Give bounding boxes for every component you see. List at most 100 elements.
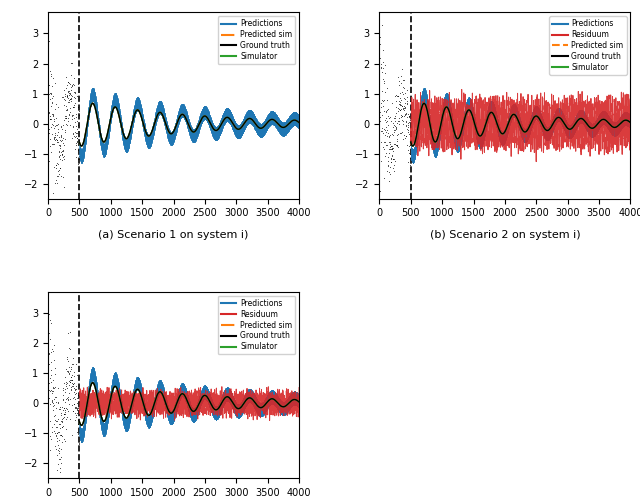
Point <box>45 348 56 356</box>
Point <box>72 394 82 402</box>
Point <box>402 124 412 132</box>
Point <box>69 101 79 109</box>
Point <box>56 132 66 140</box>
Point <box>392 92 403 100</box>
Point <box>53 125 63 133</box>
Point <box>65 376 76 384</box>
Point <box>383 132 394 140</box>
Point <box>397 135 408 143</box>
Point <box>62 93 72 101</box>
Point <box>52 136 62 144</box>
Point <box>68 373 79 380</box>
Point <box>381 108 391 116</box>
Point <box>388 155 398 163</box>
Point <box>380 61 390 69</box>
Point <box>66 373 76 381</box>
Point <box>54 146 64 154</box>
Point <box>51 159 61 167</box>
Point <box>402 141 412 149</box>
Point <box>393 104 403 112</box>
Point <box>44 109 54 117</box>
Point <box>57 136 67 144</box>
Point <box>67 115 77 123</box>
Point <box>72 406 83 414</box>
Point <box>65 378 76 386</box>
Point <box>398 90 408 98</box>
Point <box>394 105 404 113</box>
Point <box>396 99 406 107</box>
Simulator <box>124 413 132 419</box>
Point <box>385 131 395 139</box>
Point <box>67 111 77 119</box>
Point <box>47 82 57 90</box>
Simulator <box>76 139 83 145</box>
Point <box>56 423 67 431</box>
Point <box>67 376 77 384</box>
Point <box>62 81 72 89</box>
Simulator <box>407 139 415 145</box>
Point <box>386 158 396 166</box>
Point <box>55 405 65 413</box>
Point <box>55 141 65 149</box>
Residuum <box>157 399 164 405</box>
Point <box>44 361 54 369</box>
Simulator <box>112 384 120 390</box>
Point <box>386 142 396 150</box>
Point <box>396 129 406 137</box>
Point <box>48 375 58 383</box>
Point <box>51 404 61 412</box>
Point <box>67 382 77 390</box>
Point <box>50 122 60 130</box>
Point <box>46 371 56 379</box>
Point <box>65 108 75 116</box>
Point <box>72 428 82 436</box>
Point <box>54 436 65 444</box>
Point <box>49 135 60 143</box>
Point <box>62 105 72 113</box>
Point <box>66 83 76 91</box>
Point <box>54 148 64 156</box>
Ground truth <box>157 110 164 116</box>
Point <box>47 387 57 395</box>
Point <box>69 88 79 96</box>
Point <box>49 118 59 125</box>
Point <box>56 431 66 439</box>
Predicted sim <box>77 143 85 149</box>
Point <box>72 409 82 417</box>
Point <box>376 126 387 134</box>
Predicted sim <box>444 105 451 111</box>
Point <box>46 115 56 123</box>
Point <box>59 413 69 421</box>
Point <box>397 112 407 120</box>
Point <box>60 92 70 100</box>
Point <box>395 100 405 108</box>
Point <box>47 347 58 355</box>
Point <box>44 81 54 89</box>
Point <box>51 175 61 183</box>
Point <box>399 105 410 113</box>
Point <box>63 329 73 337</box>
Point <box>65 400 75 408</box>
Point <box>391 103 401 111</box>
Point <box>44 310 54 318</box>
Point <box>54 164 65 172</box>
Residuum <box>266 417 273 423</box>
Point <box>397 102 407 110</box>
Point <box>58 391 68 399</box>
Point <box>387 145 397 153</box>
Point <box>55 144 65 152</box>
Point <box>385 155 396 163</box>
Point <box>47 112 58 120</box>
Point <box>381 84 392 92</box>
Simulator <box>77 143 85 149</box>
Point <box>374 134 385 142</box>
Point <box>384 115 394 123</box>
Point <box>380 116 390 124</box>
Point <box>54 447 64 455</box>
Point <box>381 127 391 135</box>
Point <box>388 167 399 175</box>
Point <box>74 145 84 153</box>
Point <box>71 411 81 419</box>
Point <box>48 111 58 119</box>
Point <box>60 406 70 414</box>
